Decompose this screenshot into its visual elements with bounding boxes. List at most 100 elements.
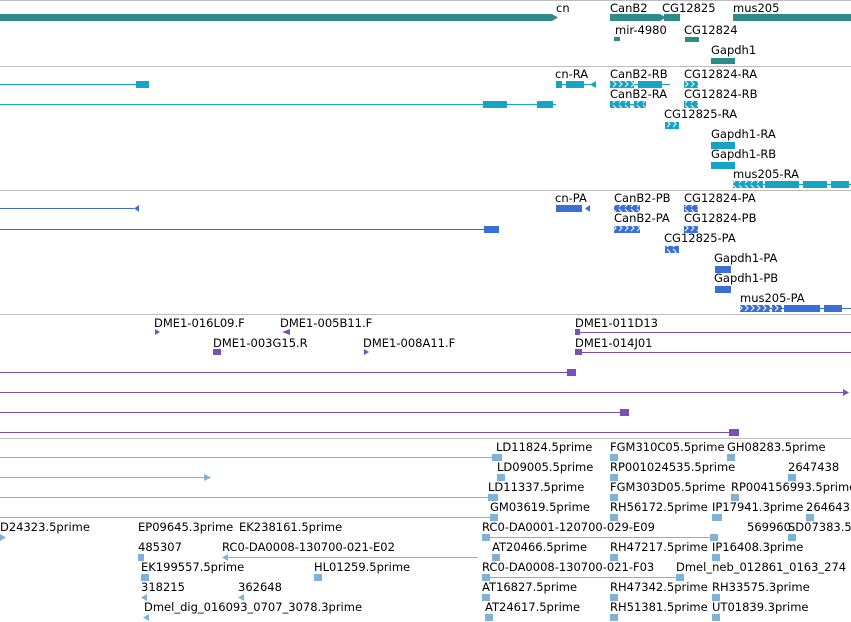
gene-bar[interactable] — [0, 14, 552, 21]
est-feature[interactable]: FGM310C05.5prime — [610, 440, 725, 461]
bac-feature[interactable]: DME1-003G15.R — [213, 336, 308, 355]
protein-feature[interactable]: CG12825-PA — [664, 231, 736, 253]
est-block[interactable] — [676, 574, 684, 581]
exon[interactable] — [484, 226, 499, 233]
est-block[interactable] — [496, 454, 502, 461]
protein-feature[interactable]: CanB2-PB — [614, 191, 671, 212]
est-feature[interactable]: EK238161.5prime — [239, 520, 342, 534]
est-block[interactable] — [610, 474, 618, 481]
exon[interactable] — [740, 305, 770, 312]
est-feature[interactable]: 264643 — [806, 500, 850, 521]
bac-feature[interactable] — [0, 389, 849, 396]
exon[interactable] — [684, 205, 698, 212]
exon[interactable] — [831, 181, 849, 188]
bac-feature[interactable]: DME1-005B11.F — [280, 316, 372, 335]
gene-bar[interactable] — [610, 14, 660, 21]
transcript-feature[interactable]: CanB2-RA — [610, 87, 667, 108]
est-block[interactable] — [141, 594, 147, 601]
gene-feature[interactable]: cn — [0, 1, 570, 21]
est-block[interactable] — [610, 454, 618, 461]
est-feature[interactable]: LD11824.5prime — [496, 440, 592, 461]
est-feature[interactable]: RC0-DA0008-130700-021-F03 — [482, 560, 676, 581]
est-block[interactable] — [806, 514, 814, 521]
exon[interactable] — [803, 181, 827, 188]
protein-feature[interactable]: CG12824-PA — [684, 191, 756, 212]
transcript-feature[interactable]: mus205-RA — [733, 167, 851, 188]
est-feature[interactable] — [0, 454, 502, 461]
transcript-feature[interactable]: CG12824-RB — [684, 87, 758, 108]
est-feature[interactable]: EP09645.3prime — [138, 520, 233, 534]
exon[interactable] — [566, 81, 584, 88]
gene-feature[interactable]: Gapdh1 — [711, 43, 756, 64]
transcript-feature[interactable] — [0, 81, 149, 88]
transcript-feature[interactable]: cn-RA — [555, 67, 596, 88]
est-block[interactable] — [482, 534, 490, 541]
est-feature[interactable]: 569960 — [747, 520, 791, 534]
gene-feature[interactable]: mir-4980 — [614, 23, 667, 41]
est-feature[interactable] — [0, 494, 498, 501]
protein-feature[interactable]: Gapdh1-PB — [714, 271, 778, 293]
exon[interactable] — [610, 101, 630, 108]
exon[interactable] — [537, 101, 553, 108]
exon[interactable] — [684, 226, 698, 233]
est-feature[interactable]: 318215 — [141, 580, 185, 601]
gene-bar[interactable] — [685, 37, 699, 42]
bac-feature[interactable] — [0, 369, 576, 376]
est-feature[interactable]: LD09005.5prime — [497, 460, 593, 481]
est-block[interactable] — [610, 514, 618, 521]
est-feature[interactable]: 2647438 — [788, 460, 839, 481]
exon[interactable] — [715, 286, 731, 293]
protein-feature[interactable]: mus205-PA — [740, 291, 851, 312]
est-feature[interactable]: D24323.5prime — [0, 520, 90, 541]
est-feature[interactable]: 362648 — [238, 580, 282, 601]
exon[interactable] — [665, 122, 679, 129]
est-block[interactable] — [712, 594, 720, 601]
est-feature[interactable]: FGM303D05.5prime — [610, 480, 725, 501]
est-feature[interactable]: AT24617.5prime — [485, 600, 580, 621]
est-block[interactable] — [610, 554, 618, 561]
bac-feature[interactable]: DME1-011D13 — [575, 316, 851, 335]
transcript-feature[interactable]: Gapdh1-RB — [711, 147, 776, 169]
est-block[interactable] — [482, 594, 490, 601]
est-feature[interactable]: RH51381.5prime — [610, 600, 708, 621]
est-block[interactable] — [712, 514, 722, 521]
gene-feature[interactable]: CanB2 — [610, 1, 666, 21]
est-feature[interactable]: 485307 — [138, 540, 182, 561]
exon[interactable] — [638, 81, 662, 88]
est-block[interactable] — [238, 594, 244, 601]
est-feature[interactable]: RH56172.5prime — [610, 500, 708, 521]
est-block[interactable] — [788, 534, 796, 541]
est-feature[interactable]: Dmel_dig_016093_0707_3078.3prime — [143, 600, 362, 621]
bac-end-marker[interactable] — [213, 349, 221, 355]
est-block[interactable] — [727, 454, 735, 461]
bac-end-marker[interactable] — [155, 329, 160, 335]
exon[interactable] — [715, 266, 731, 273]
exon[interactable] — [684, 81, 698, 88]
est-feature[interactable]: Dmel_neb_012861_0163_274 — [676, 560, 846, 581]
est-feature[interactable]: RP001024535.5prime — [610, 460, 735, 481]
est-feature[interactable]: SD07383.5 — [788, 520, 851, 541]
exon[interactable] — [711, 162, 735, 169]
est-feature[interactable]: RC0-DA0001-120700-029-E09 — [482, 520, 718, 541]
bac-feature[interactable] — [0, 409, 629, 416]
gene-feature[interactable]: mus205 — [733, 1, 851, 21]
protein-feature[interactable]: CG12824-PB — [684, 211, 757, 233]
est-feature[interactable]: IP17941.3prime — [712, 500, 803, 521]
exon[interactable] — [711, 142, 735, 149]
bac-feature[interactable] — [0, 429, 739, 436]
protein-feature[interactable] — [0, 205, 139, 212]
est-block[interactable] — [610, 594, 618, 601]
exon[interactable] — [614, 205, 640, 212]
est-block[interactable] — [712, 554, 720, 561]
bac-end-marker[interactable] — [575, 349, 582, 355]
bac-end-marker[interactable] — [575, 329, 580, 335]
est-feature[interactable]: GH08283.5prime — [727, 440, 826, 461]
est-block[interactable] — [731, 494, 739, 501]
exon[interactable] — [556, 205, 582, 212]
est-feature[interactable]: IP16408.3prime — [712, 540, 803, 561]
est-feature[interactable] — [0, 474, 211, 481]
exon[interactable] — [614, 226, 640, 233]
transcript-feature[interactable]: CanB2-RB — [610, 67, 670, 88]
est-feature[interactable]: RC0-DA0008-130700-021-E02 — [222, 540, 478, 561]
est-feature[interactable]: RH47342.5prime — [610, 580, 708, 601]
